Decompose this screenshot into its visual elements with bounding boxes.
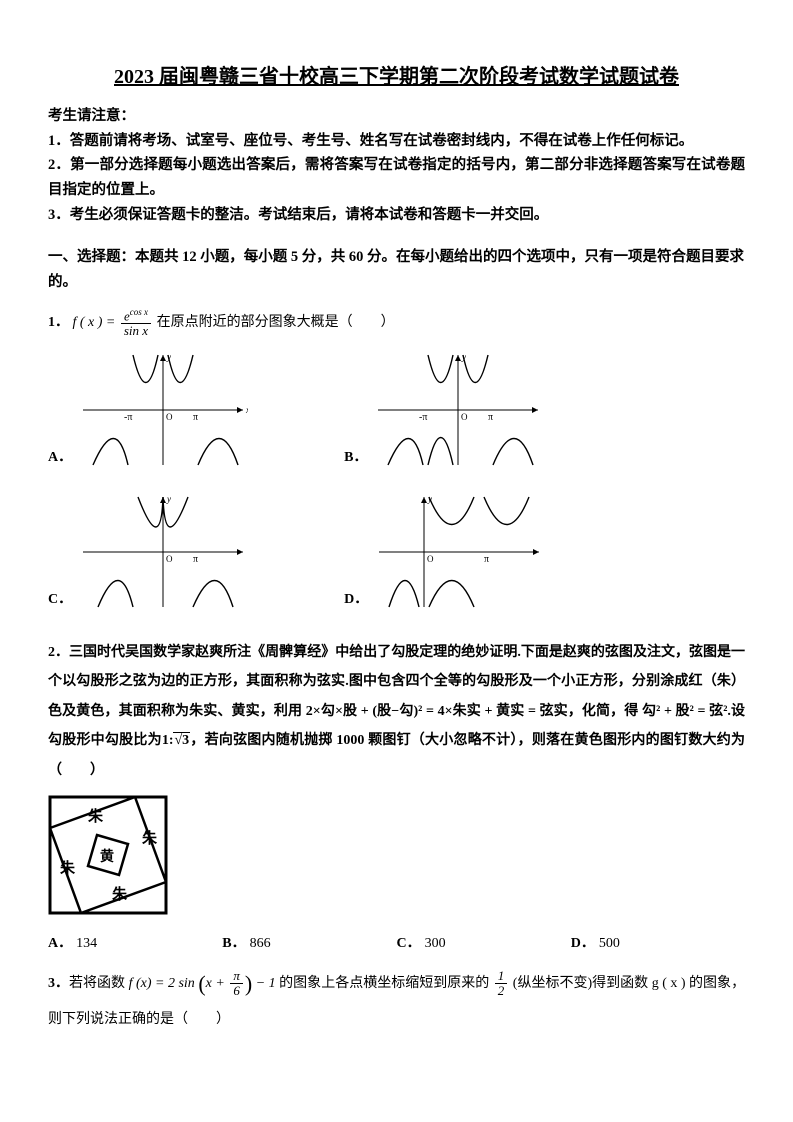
q3-pre: 若将函数	[69, 976, 125, 991]
q2-formula-mid2: 勾² + 股² = 弦²	[638, 704, 727, 719]
q2-options: A． 134 B． 866 C． 300 D． 500	[48, 932, 745, 956]
q2-option-d: D． 500	[571, 932, 745, 956]
q2-ratio-pre: 1:	[162, 733, 174, 748]
q2-text-b: ，化简，得	[568, 704, 639, 719]
q2-label-b: B．	[222, 936, 245, 951]
q2-option-b: B． 866	[222, 932, 396, 956]
q2-val-d: 500	[599, 936, 620, 951]
q2-num: 2．	[48, 645, 69, 660]
q3-half-den: 2	[495, 984, 508, 998]
svg-text:朱: 朱	[60, 859, 76, 877]
svg-text:O: O	[461, 412, 468, 422]
svg-text:朱: 朱	[88, 807, 104, 825]
q1-plot-c: O π y	[78, 492, 248, 612]
q2-label-c: C．	[397, 936, 421, 951]
svg-text:O: O	[166, 554, 173, 564]
notice-line-1: 1．答题前请将考场、试室号、座位号、考生号、姓名写在试卷密封线内，不得在试卷上作…	[48, 129, 745, 154]
exam-title: 2023 届闽粤赣三省十校高三下学期第二次阶段考试数学试题试卷	[48, 60, 745, 94]
q2-option-a: A． 134	[48, 932, 222, 956]
q3-frac-pi6: π 6	[230, 969, 243, 997]
svg-text:π: π	[193, 412, 198, 423]
svg-text:y: y	[166, 494, 171, 504]
notice-line-3: 3．考生必须保证答题卡的整洁。考试结束后，请将本试卷和答题卡一并交回。	[48, 203, 745, 228]
notice-line-2: 2．第一部分选择题每小题选出答案后，需将答案写在试卷指定的括号内，第二部分非选择…	[48, 153, 745, 202]
svg-text:朱: 朱	[112, 885, 128, 903]
q1-options-row-ab: A． x y O π -π B．	[48, 350, 745, 470]
svg-text:O: O	[166, 412, 173, 422]
svg-text:黄: 黄	[100, 848, 114, 865]
q1-option-a: A． x y O π -π	[48, 350, 248, 470]
q2-formula-mid: 2×勾×股 + (股−勾)² = 4×朱实 + 黄实 = 弦实	[302, 704, 568, 719]
q3-frac-num: π	[230, 969, 243, 984]
q3-frac-den: 6	[230, 984, 243, 998]
q1-plot-a: x y O π -π	[78, 350, 248, 470]
q3-frac-half: 1 2	[495, 969, 508, 997]
svg-text:-π: -π	[419, 412, 427, 423]
question-1: 1． f ( x ) = ecos x sin x 在原点附近的部分图象大概是（…	[48, 308, 745, 338]
svg-text:-π: -π	[124, 412, 132, 423]
q1-option-b: B． O π -π y	[344, 350, 543, 470]
q1-option-d: D． O π y	[344, 492, 544, 612]
q1-option-c: C． O π y	[48, 492, 248, 612]
question-2: 2．三国时代吴国数学家赵爽所注《周髀算经》中给出了勾股定理的绝妙证明.下面是赵爽…	[48, 638, 745, 785]
q1-numerator-sup: cos x	[130, 307, 148, 317]
svg-text:O: O	[427, 554, 434, 564]
q3-num: 3．	[48, 976, 69, 991]
xiantu-figure: 朱 朱 朱 朱 黄	[48, 795, 745, 924]
q1-f-prefix: f ( x ) =	[73, 316, 116, 331]
q1-tail: 在原点附近的部分图象大概是（ ）	[157, 316, 395, 331]
notice-head: 考生请注意：	[48, 104, 745, 129]
q3-inner1: x +	[206, 976, 225, 991]
q3-paren-l: (	[198, 971, 205, 996]
q3-mid: 的图象上各点横坐标缩短到原来的	[279, 976, 489, 991]
svg-text:π: π	[488, 412, 493, 423]
svg-text:朱: 朱	[142, 829, 158, 847]
section-1-head: 一、选择题：本题共 12 小题，每小题 5 分，共 60 分。在每小题给出的四个…	[48, 245, 745, 294]
q2-ratio-sqrt: √3	[173, 732, 190, 748]
q1-options-row-cd: C． O π y D．	[48, 492, 745, 612]
q3-half-num: 1	[495, 969, 508, 984]
q1-plot-d: O π y	[374, 492, 544, 612]
q2-option-c: C． 300	[397, 932, 571, 956]
q2-label-a: A．	[48, 936, 72, 951]
q1-label-b: B．	[344, 446, 367, 470]
q2-label-d: D．	[571, 936, 595, 951]
q1-fraction: ecos x sin x	[121, 308, 151, 338]
question-3: 3．若将函数 f (x) = 2 sin (x + π 6 ) − 1 的图象上…	[48, 962, 745, 1034]
q1-label-d: D．	[344, 588, 368, 612]
q1-label-a: A．	[48, 446, 72, 470]
q2-val-a: 134	[76, 936, 97, 951]
q1-denominator: sin x	[121, 324, 151, 338]
q2-val-b: 866	[250, 936, 271, 951]
q1-plot-b: O π -π y	[373, 350, 543, 470]
svg-text:π: π	[484, 554, 489, 565]
q1-label-c: C．	[48, 588, 72, 612]
q2-val-c: 300	[425, 936, 446, 951]
svg-text:π: π	[193, 554, 198, 565]
q3-f-eq: f (x) = 2 sin	[129, 976, 195, 991]
q3-minus1: − 1	[252, 976, 275, 991]
svg-text:x: x	[245, 405, 248, 415]
q1-num: 1．	[48, 316, 69, 331]
